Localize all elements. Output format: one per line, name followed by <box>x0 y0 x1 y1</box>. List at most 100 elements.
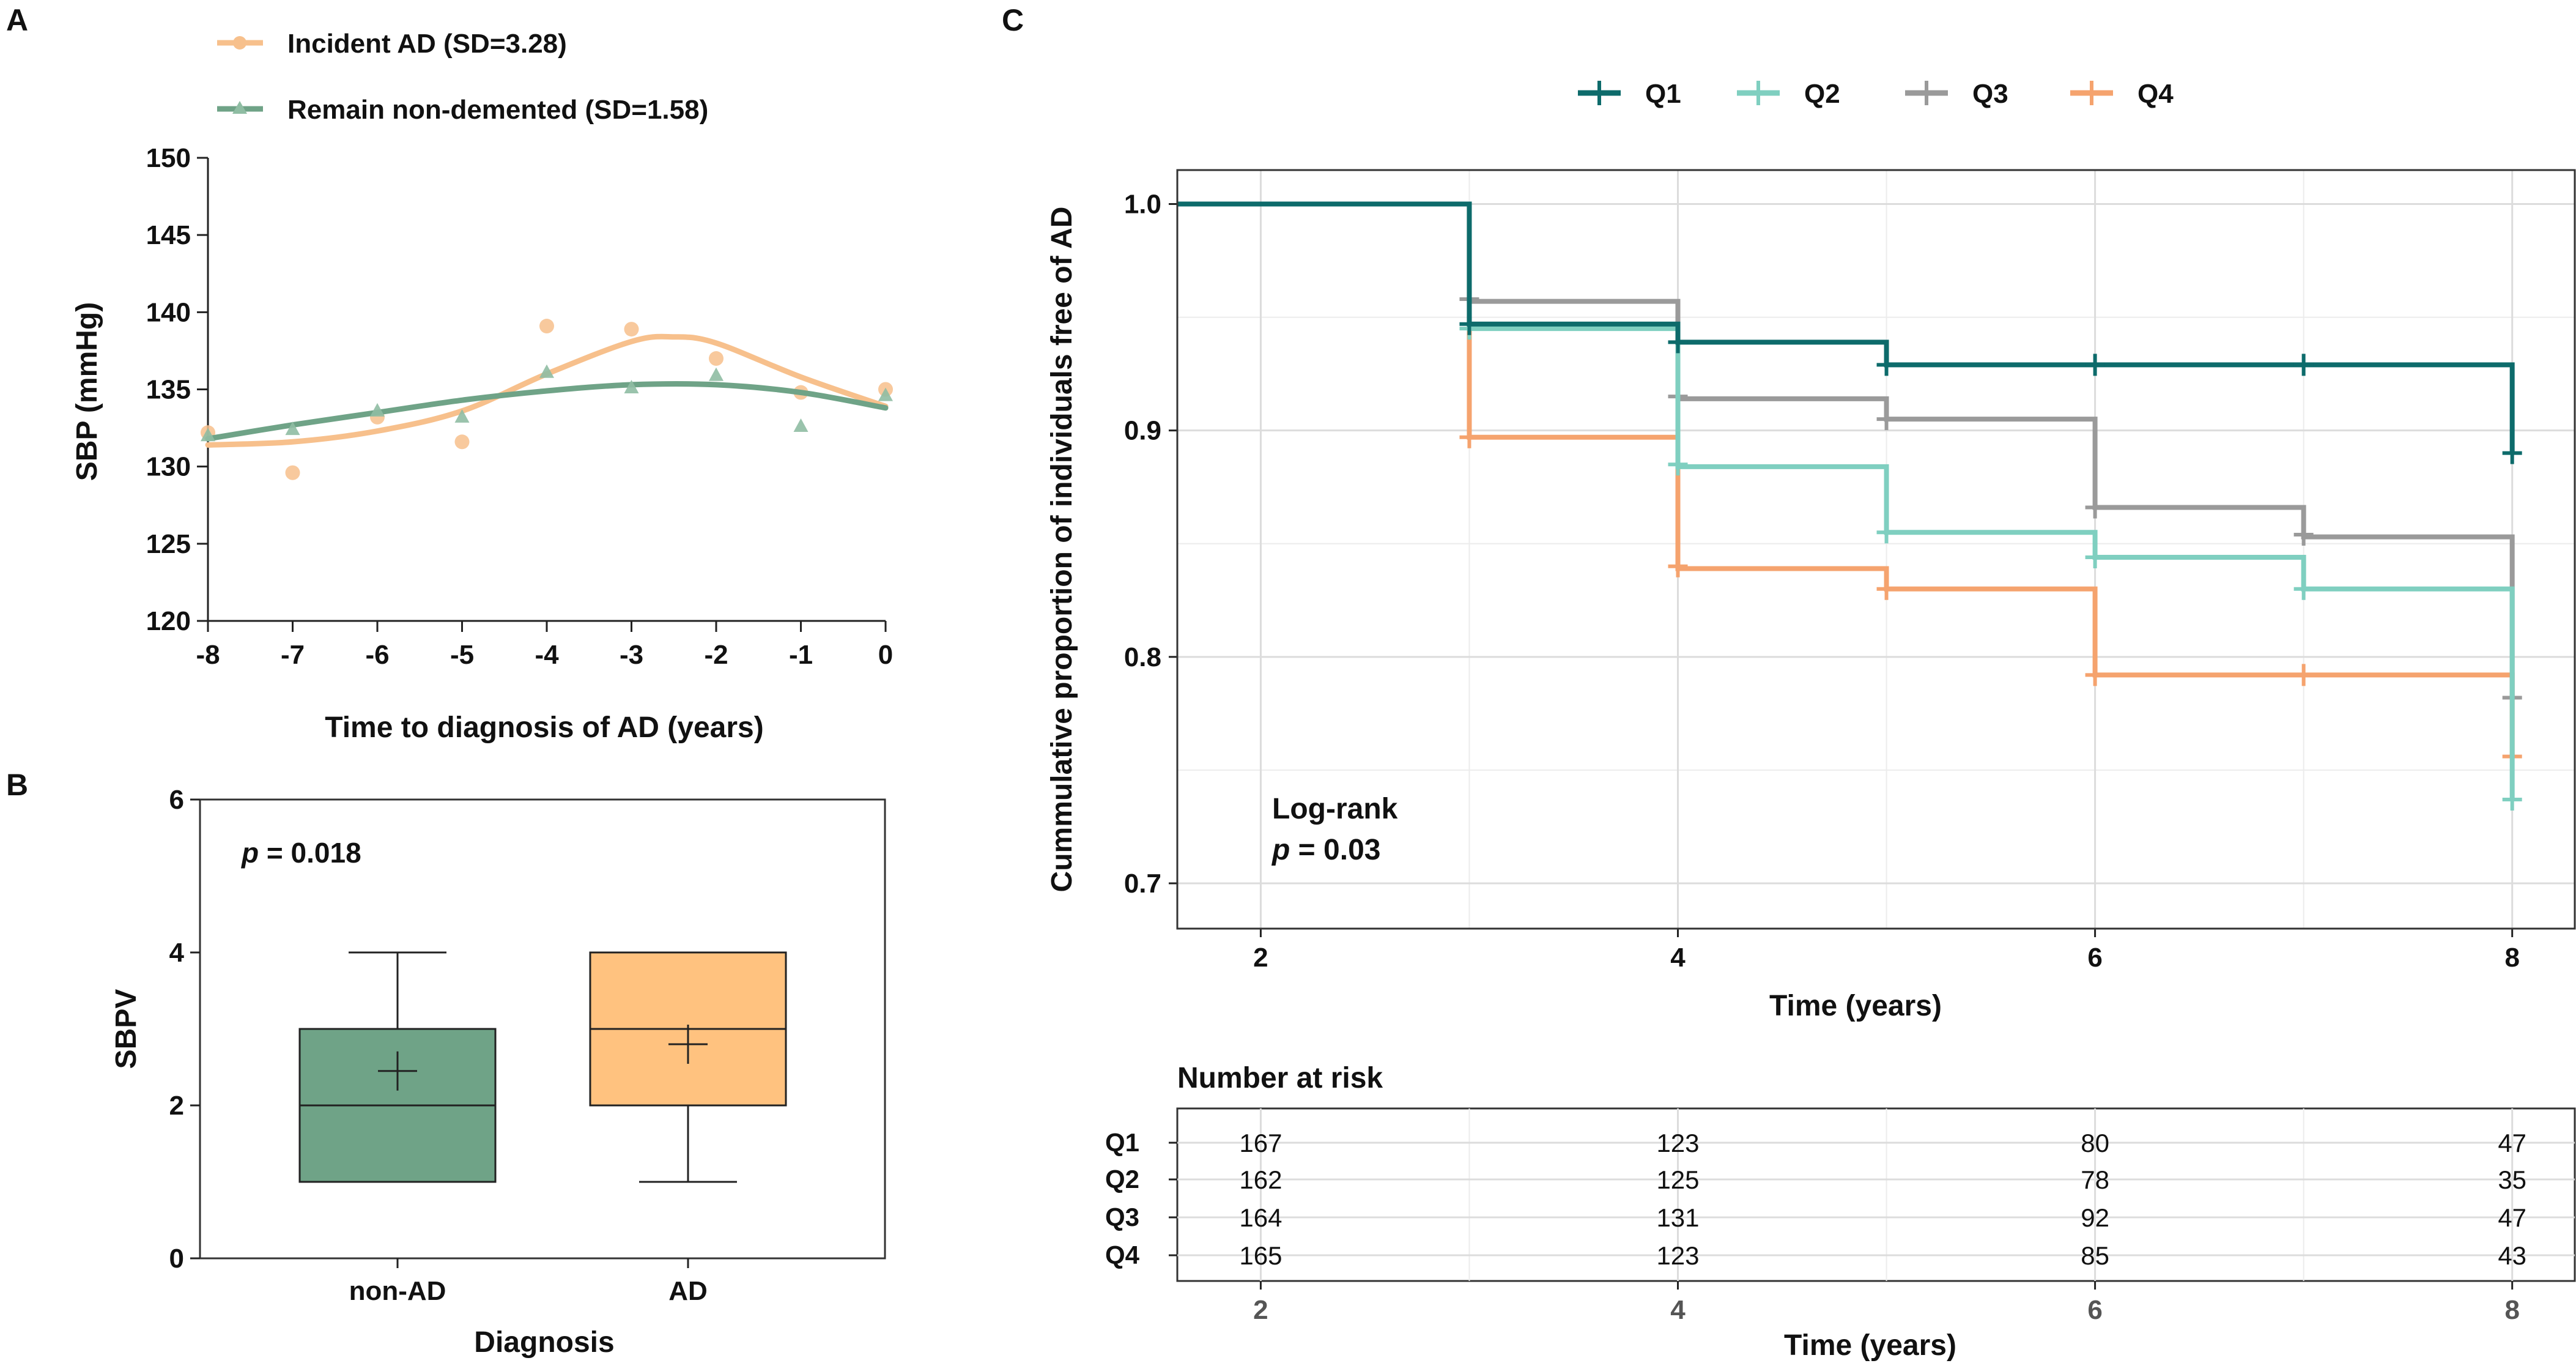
risk-row-label-q3: Q3 <box>1105 1203 1139 1231</box>
panel-a-point-incident-ad <box>709 351 724 366</box>
legend-label-q3: Q3 <box>1972 79 2008 109</box>
risk-cell-q1: 80 <box>2081 1129 2109 1157</box>
panel-a-point-non-demented <box>454 409 470 423</box>
panel-a-x-tick-label: -2 <box>704 640 728 670</box>
panel-b-x-axis-title: Diagnosis <box>474 1326 614 1359</box>
legend-label-q1: Q1 <box>1645 79 1681 109</box>
panel-a-y-tick-label: 150 <box>146 143 191 173</box>
risk-cell-q2: 162 <box>1239 1165 1282 1194</box>
risk-cell-q2: 125 <box>1656 1165 1699 1194</box>
km-curve-q4 <box>1177 201 2515 757</box>
panel-a-point-incident-ad <box>285 465 300 480</box>
panel-b-y-tick-label: 2 <box>169 1091 184 1121</box>
panel-a-x-tick-label: 0 <box>878 640 893 670</box>
panel-b-x-tick-label-non-ad: non-AD <box>349 1276 446 1306</box>
panel-a-point-non-demented <box>793 418 809 432</box>
legend-label-q2: Q2 <box>1804 79 1840 109</box>
panel-c-x-tick-label: 2 <box>1253 943 1268 973</box>
panel-a-line-chart: 120 125 130 135 140 145 150 -8 -7 -6 -5 -4 -3 -2 -1 0 I… <box>71 29 893 744</box>
panel-a-point-non-demented <box>624 379 639 393</box>
panel-c-y-tick-label: 0.7 <box>1124 869 1161 899</box>
panel-c-axes: 0.7 0.8 0.9 1.0 2 4 6 8 <box>1124 190 2520 973</box>
risk-cell-q3: 164 <box>1239 1203 1282 1232</box>
panel-b-x-tick-label-ad: AD <box>668 1276 708 1306</box>
panel-b-y-tick-label: 0 <box>169 1244 184 1274</box>
risk-cell-q4: 85 <box>2081 1241 2109 1270</box>
panel-c-x-axis-title: Time (years) <box>1769 990 1942 1022</box>
risk-x-tick-label: 4 <box>1670 1295 1686 1325</box>
risk-table-x-axis-title: Time (years) <box>1784 1329 1956 1362</box>
panel-c-y-axis-title: Cummulative proportion of individuals fr… <box>1046 207 1078 893</box>
panel-a-curve-incident-ad <box>205 333 889 448</box>
legend-marker-non-demented <box>232 101 247 114</box>
panel-c-y-tick-label: 0.8 <box>1124 642 1161 672</box>
panel-a-point-non-demented <box>285 421 300 436</box>
risk-cell-q4: 43 <box>2498 1241 2526 1270</box>
panel-a-x-tick-label: -6 <box>365 640 389 670</box>
panel-a-x-tick-label: -4 <box>535 640 559 670</box>
panel-a-y-tick-label: 130 <box>146 452 191 482</box>
panel-a-curve-non-demented <box>205 381 889 442</box>
panel-c-survival-chart: Q1 Q2 Q3 Q4 0.7 0.8 0.9 1.0 2 4 6 8 Log-rank p = 0… <box>1046 79 2576 1362</box>
risk-cell-q3: 131 <box>1656 1203 1699 1232</box>
panel-a-x-tick-label: -1 <box>789 640 813 670</box>
panel-label-b: B <box>6 768 28 802</box>
panel-c-x-tick-label: 6 <box>2087 943 2102 973</box>
legend-label-incident-ad: Incident AD (SD=3.28) <box>287 29 567 59</box>
panel-b-p-symbol: p <box>240 837 259 869</box>
panel-a-point-non-demented <box>201 428 215 442</box>
risk-cell-q3: 47 <box>2498 1203 2526 1232</box>
panel-a-point-non-demented <box>709 367 724 381</box>
panel-a-point-incident-ad <box>539 319 554 334</box>
legend-label-q4: Q4 <box>2137 79 2174 109</box>
panel-c-y-tick-label: 0.9 <box>1124 416 1161 446</box>
panel-a-x-tick-label: -5 <box>450 640 474 670</box>
panel-c-p-symbol: p <box>1271 834 1290 866</box>
risk-x-tick-label: 8 <box>2504 1295 2519 1325</box>
panel-a-legend: Incident AD (SD=3.28) Remain non-demente… <box>217 29 708 125</box>
panel-b-y-tick-label: 4 <box>169 938 185 968</box>
panel-b-box-plot: 0 2 4 6 non-AD AD p = 0.018 Diagnosis SBPV <box>110 785 886 1359</box>
risk-x-tick-label: 2 <box>1253 1295 1268 1325</box>
panel-b-y-axis-title: SBPV <box>110 989 142 1069</box>
panel-c-p-text: = 0.03 <box>1290 834 1380 866</box>
panel-c-x-tick-label: 8 <box>2504 943 2519 973</box>
panel-c-x-tick-label: 4 <box>1670 943 1686 973</box>
risk-cell-q1: 167 <box>1239 1129 1282 1157</box>
panel-a-y-axis-title: SBP (mmHg) <box>71 302 103 481</box>
panel-label-c: C <box>1002 3 1024 37</box>
panel-a-axes: 120 125 130 135 140 145 150 -8 -7 -6 -5 -4 -3 -2 -1 0 <box>146 143 894 670</box>
panel-c-legend: Q1 Q2 Q3 Q4 <box>1578 79 2174 109</box>
panel-a-point-non-demented <box>878 387 893 401</box>
panel-b-boxes: non-AD AD <box>298 951 787 1306</box>
panel-a-x-tick-label: -3 <box>620 640 643 670</box>
panel-b-frame <box>199 798 886 1260</box>
panel-a-y-tick-label: 140 <box>146 297 191 327</box>
panel-c-logrank-label: Log-rank <box>1272 793 1398 825</box>
panel-c-frame-outline <box>1176 169 2576 930</box>
risk-cell-q2: 78 <box>2081 1165 2109 1194</box>
risk-cell-q3: 92 <box>2081 1203 2109 1232</box>
panel-a-y-tick-label: 125 <box>146 529 191 559</box>
risk-cell-q4: 123 <box>1656 1241 1699 1270</box>
risk-table-frame <box>1176 1107 2576 1282</box>
panel-c-y-tick-label: 1.0 <box>1124 190 1161 220</box>
panel-label-a: A <box>6 3 28 37</box>
panel-a-y-tick-label: 120 <box>146 606 191 636</box>
panel-a-series <box>201 319 893 480</box>
panel-c-frame <box>1176 169 2576 930</box>
panel-a-point-incident-ad <box>454 434 470 450</box>
panel-a-point-non-demented <box>370 403 385 417</box>
panel-b-p-text: = 0.018 <box>259 837 361 869</box>
panel-a-y-tick-label: 135 <box>146 375 191 405</box>
panel-a-y-tick-label: 145 <box>146 220 191 250</box>
panel-a-x-tick-label: -8 <box>196 640 220 670</box>
risk-x-tick-label: 6 <box>2087 1295 2102 1325</box>
risk-row-label-q4: Q4 <box>1105 1241 1140 1269</box>
risk-cell-q2: 35 <box>2498 1165 2526 1194</box>
risk-cell-q4: 165 <box>1239 1241 1282 1270</box>
risk-table-title: Number at risk <box>1177 1062 1383 1094</box>
panel-b-p-value: p = 0.018 <box>240 837 361 869</box>
risk-cell-q1: 123 <box>1656 1129 1699 1157</box>
